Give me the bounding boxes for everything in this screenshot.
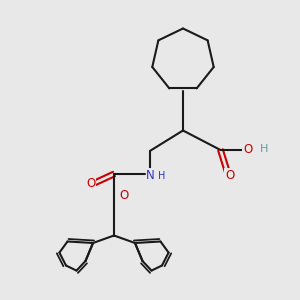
Text: N: N	[146, 169, 155, 182]
Text: O: O	[86, 177, 95, 190]
Text: H: H	[158, 171, 165, 182]
Text: O: O	[119, 189, 128, 203]
Text: O: O	[225, 169, 234, 182]
Text: H: H	[260, 144, 268, 154]
Text: O: O	[243, 143, 252, 156]
